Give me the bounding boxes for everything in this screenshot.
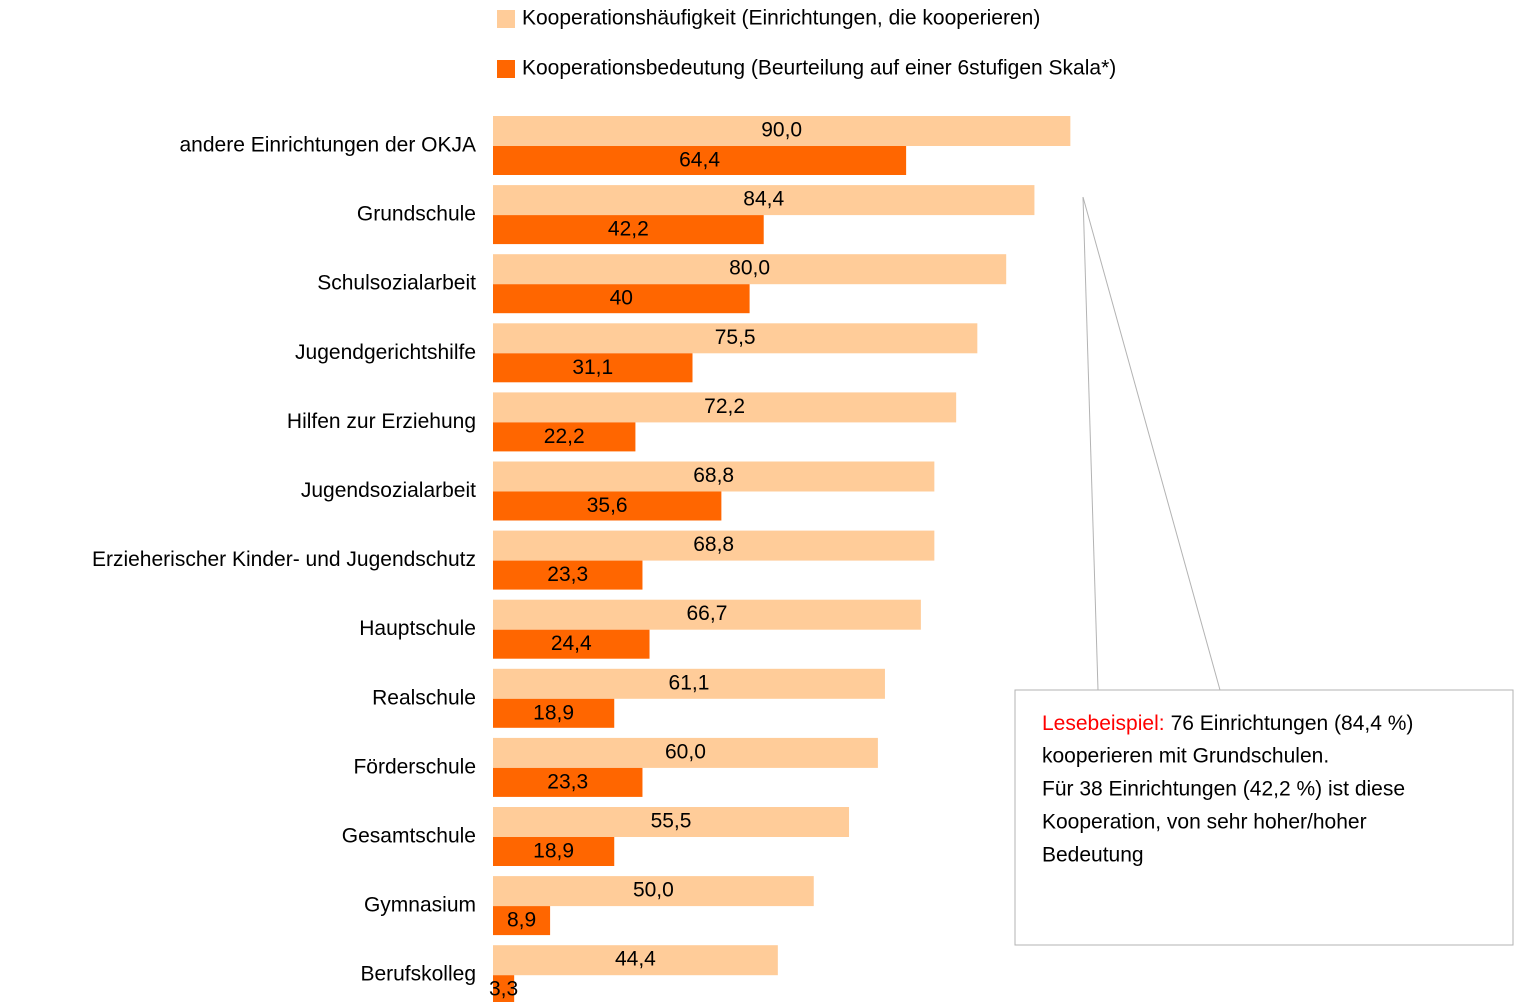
- annotation-line: Kooperation, von sehr hoher/hoher: [1042, 811, 1367, 834]
- bar: [493, 737, 878, 768]
- bar: [493, 146, 907, 175]
- value-label: 55,5: [651, 810, 692, 833]
- legend-swatch: [497, 10, 515, 28]
- value-label: 84,4: [743, 188, 784, 211]
- category-label: Schulsozialarbeit: [317, 272, 476, 295]
- value-label: 75,5: [715, 326, 756, 349]
- value-label: 44,4: [615, 948, 656, 971]
- value-label: 23,3: [547, 563, 588, 586]
- category-label: Förderschule: [353, 755, 476, 778]
- value-label: 80,0: [729, 257, 770, 280]
- bar: [493, 185, 1035, 216]
- legend-swatch: [497, 60, 515, 78]
- bar: [493, 491, 722, 521]
- bar: [493, 668, 885, 699]
- category-label: Jugendsozialarbeit: [301, 479, 476, 502]
- annotation-text: Lesebeispiel: 76 Einrichtungen (84,4 %): [1042, 712, 1413, 735]
- category-label: Gymnasium: [364, 894, 476, 917]
- bar: [493, 215, 764, 245]
- bar: [493, 599, 921, 630]
- value-label: 8,9: [507, 909, 536, 932]
- value-label: 23,3: [547, 770, 588, 793]
- bar: [493, 629, 650, 659]
- bar: [493, 807, 850, 837]
- annotation-line: Für 38 Einrichtungen (42,2 %) ist diese: [1042, 778, 1405, 801]
- value-label: 50,0: [633, 879, 674, 902]
- annotation-line: 76 Einrichtungen (84,4 %): [1171, 712, 1414, 735]
- value-label: 72,2: [704, 395, 745, 418]
- callout-line: [1082, 196, 1221, 691]
- annotation-box: [1014, 689, 1514, 946]
- value-label: 64,4: [679, 149, 720, 172]
- category-label: andere Einrichtungen der OKJA: [179, 134, 476, 157]
- annotation-line: Bedeutung: [1042, 844, 1144, 867]
- bar: [493, 767, 643, 797]
- annotation-line: kooperieren mit Grundschulen.: [1042, 745, 1329, 768]
- bar: [493, 560, 643, 590]
- category-label: Hauptschule: [359, 617, 476, 640]
- value-label: 40: [610, 287, 633, 310]
- value-label: 18,9: [533, 701, 574, 724]
- category-label: Berufskolleg: [360, 963, 476, 986]
- bar: [493, 461, 935, 492]
- value-label: 68,8: [693, 533, 734, 556]
- value-label: 42,2: [608, 218, 649, 241]
- category-label: Gesamtschule: [342, 825, 476, 848]
- legend-label: Kooperationshäufigkeit (Einrichtungen, d…: [522, 7, 1040, 30]
- value-label: 61,1: [669, 671, 710, 694]
- category-label: Jugendgerichtshilfe: [295, 341, 476, 364]
- bar: [493, 392, 957, 423]
- value-label: 60,0: [665, 740, 706, 763]
- bar: [493, 116, 1071, 146]
- legend-label: Kooperationsbedeutung (Beurteilung auf e…: [522, 57, 1116, 80]
- bar: [493, 906, 551, 936]
- category-label: Grundschule: [357, 203, 476, 226]
- bar: [493, 975, 515, 1002]
- bar: [493, 323, 978, 354]
- bar: [493, 876, 814, 907]
- value-label: 18,9: [533, 840, 574, 863]
- category-label: Erzieherischer Kinder- und Jugendschutz: [92, 548, 476, 571]
- value-label: 22,2: [544, 425, 585, 448]
- callout-line: [1082, 196, 1099, 691]
- bar: [493, 837, 615, 866]
- bar: [493, 698, 615, 728]
- bar: [493, 422, 636, 452]
- value-label: 31,1: [572, 356, 613, 379]
- bar: [493, 945, 778, 976]
- value-label: 66,7: [687, 602, 728, 625]
- category-label: Realschule: [372, 686, 476, 709]
- bar: [493, 254, 1007, 285]
- value-label: 90,0: [761, 119, 802, 142]
- value-label: 35,6: [587, 494, 628, 517]
- annotation-label: Lesebeispiel:: [1042, 712, 1165, 735]
- bar: [493, 353, 693, 383]
- bar: [493, 530, 935, 561]
- value-label: 24,4: [551, 632, 592, 655]
- bar: [493, 284, 750, 314]
- value-label: 3,3: [489, 978, 518, 1001]
- value-label: 68,8: [693, 464, 734, 487]
- category-label: Hilfen zur Erziehung: [287, 410, 476, 433]
